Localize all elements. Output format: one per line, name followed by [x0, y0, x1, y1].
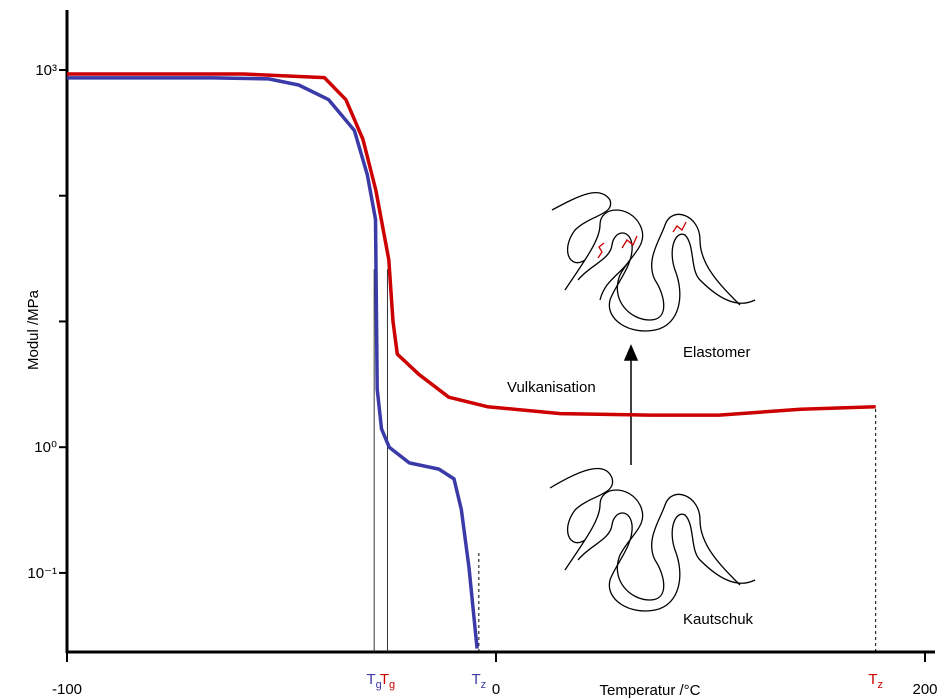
marker-symbol: T — [367, 671, 376, 688]
y-tick-label: 10³ — [35, 62, 57, 79]
x-axis-title: Temperatur /°C — [599, 682, 700, 699]
marker-label: Tg — [380, 671, 395, 691]
y-tick-label: 10⁰ — [34, 439, 57, 456]
marker-symbol: T — [868, 671, 877, 688]
marker-subscript: z — [878, 679, 884, 691]
elastomer-molecule — [552, 193, 755, 331]
marker-label: Tz — [472, 671, 487, 691]
annotation: Vulkanisation — [507, 379, 596, 396]
series-label: Kautschuk — [683, 611, 754, 628]
y-tick-label: 10⁻¹ — [27, 565, 57, 582]
marker-symbol: T — [472, 671, 481, 688]
y-axis-title: Modul /MPa — [25, 289, 42, 370]
x-tick-label: -100 — [52, 681, 82, 698]
marker-subscript: z — [481, 679, 487, 691]
marker-subscript: g — [389, 679, 395, 691]
arrow — [625, 346, 637, 465]
kautschuk-molecule — [550, 469, 755, 611]
series-label: Elastomer — [683, 344, 751, 361]
x-tick-label: 200 — [912, 681, 937, 698]
x-tick-label: 0 — [492, 681, 500, 698]
chart: Modul /MPa Temperatur /°C Vulkanisation … — [0, 0, 943, 699]
marker-label: Tz — [868, 671, 883, 691]
series-line — [67, 78, 477, 649]
series-line — [67, 74, 876, 415]
marker-symbol: T — [380, 671, 389, 688]
